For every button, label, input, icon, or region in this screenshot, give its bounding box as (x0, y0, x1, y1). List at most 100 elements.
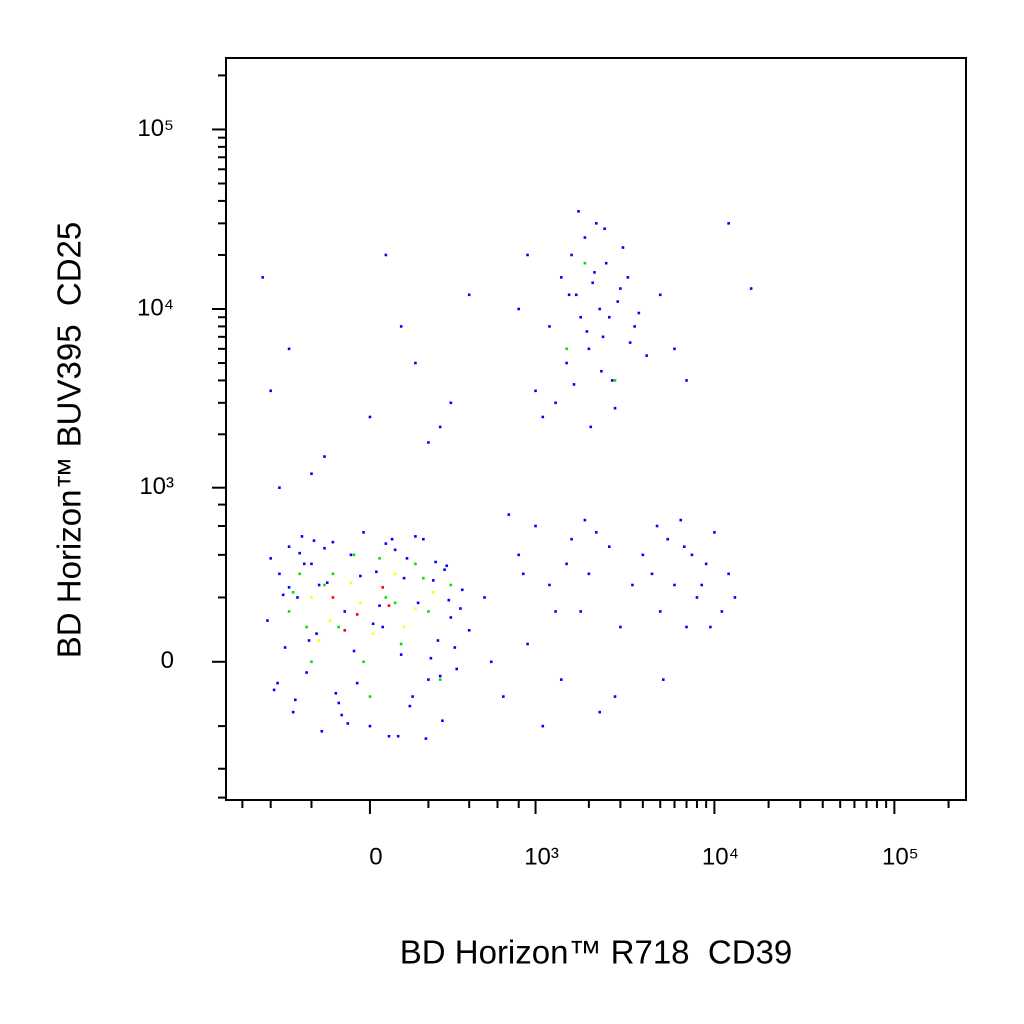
data-point (589, 425, 593, 429)
data-point (300, 535, 304, 538)
data-point (700, 583, 703, 587)
data-point (352, 553, 356, 557)
data-point (673, 583, 676, 587)
data-point (570, 537, 573, 541)
data-point (402, 625, 406, 629)
data-point (355, 613, 359, 616)
data-point (502, 695, 505, 698)
data-point (399, 642, 403, 646)
data-point (559, 678, 563, 681)
data-point (449, 583, 453, 587)
data-point (287, 586, 291, 589)
data-point (517, 307, 521, 311)
data-point (459, 607, 462, 610)
x-tick-label: 0 (369, 843, 382, 870)
data-point (613, 379, 617, 382)
data-point (628, 341, 632, 344)
data-point (583, 261, 587, 265)
data-point (650, 572, 654, 576)
data-point (431, 590, 435, 594)
data-point (287, 545, 291, 548)
data-point (402, 576, 406, 580)
data-point (393, 548, 397, 552)
data-point (641, 553, 645, 557)
data-point (371, 622, 375, 626)
data-point (349, 581, 353, 584)
data-point (424, 737, 428, 740)
data-point (283, 646, 287, 649)
data-point (310, 660, 313, 664)
data-point (393, 601, 397, 605)
data-point (384, 542, 388, 545)
y-tick-label: 10⁴ (137, 294, 174, 321)
data-point (298, 551, 302, 555)
data-point (453, 646, 457, 649)
data-point (310, 472, 313, 476)
data-point (323, 455, 326, 458)
data-point (427, 441, 430, 444)
data-point (278, 486, 281, 489)
data-point (346, 722, 350, 725)
data-point (368, 724, 372, 728)
data-point (414, 562, 417, 566)
data-point (733, 596, 737, 599)
data-point (587, 347, 591, 351)
data-point (443, 568, 446, 572)
data-point (269, 557, 273, 560)
data-point (621, 246, 625, 249)
plot-frame (225, 57, 967, 801)
x-axis-label: BD Horizon™ R718 CD39 (400, 934, 793, 971)
data-point (626, 276, 630, 279)
data-point (467, 293, 471, 297)
data-point (331, 540, 335, 544)
data-point (507, 513, 511, 516)
data-point (601, 335, 605, 339)
data-point (583, 518, 587, 522)
data-point (438, 674, 442, 678)
data-point (607, 315, 611, 319)
data-point (727, 222, 730, 225)
data-point (658, 610, 662, 613)
data-point (631, 583, 634, 587)
data-point (261, 276, 265, 279)
data-point (414, 607, 417, 610)
data-point (291, 710, 295, 714)
data-point (449, 616, 453, 619)
data-point (521, 572, 525, 576)
data-point (565, 347, 568, 351)
data-point (266, 619, 269, 622)
data-point (427, 610, 430, 613)
data-point (613, 695, 617, 698)
data-point (408, 704, 412, 708)
data-point (378, 604, 381, 607)
data-point (633, 325, 636, 328)
data-point (411, 695, 414, 698)
data-point (315, 632, 318, 635)
data-point (709, 625, 712, 629)
data-point (526, 253, 529, 257)
data-point (368, 695, 372, 698)
data-point (548, 325, 551, 328)
data-point (317, 583, 321, 587)
data-point (399, 325, 403, 328)
data-point (483, 596, 486, 599)
data-point (302, 562, 306, 566)
y-tick-label: 0 (161, 647, 174, 674)
data-point (352, 649, 356, 653)
data-point (414, 535, 417, 538)
data-point (305, 671, 308, 674)
data-point (343, 610, 347, 613)
data-point (276, 681, 279, 685)
data-point (455, 667, 459, 671)
data-point (438, 425, 442, 429)
data-point (438, 678, 442, 681)
data-point (359, 601, 362, 605)
data-point (449, 401, 453, 405)
data-point (587, 572, 591, 576)
data-point (447, 598, 451, 602)
data-point (727, 572, 730, 576)
data-point (554, 610, 557, 613)
data-point (272, 688, 276, 692)
data-point (541, 415, 545, 419)
